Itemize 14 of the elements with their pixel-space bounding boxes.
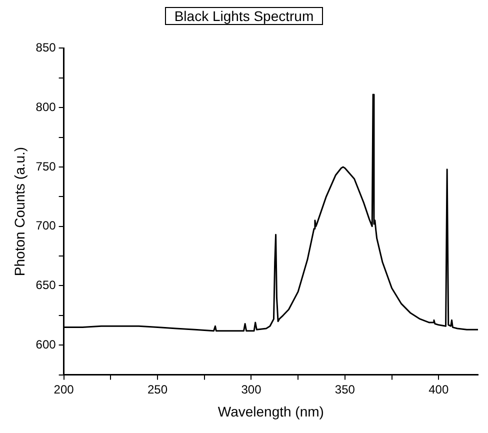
y-tick-label: 750 [36, 159, 56, 174]
y-tick-label: 850 [36, 40, 56, 55]
x-tick-label: 300 [241, 382, 262, 396]
x-axis-title: Wavelength (nm) [218, 403, 324, 420]
x-tick-label: 400 [428, 382, 449, 396]
x-tick-label: 250 [148, 382, 168, 396]
chart-title: Black Lights Spectrum [165, 7, 323, 25]
x-tick-label: 200 [54, 382, 74, 396]
y-tick-label: 700 [36, 218, 56, 233]
y-tick-label: 800 [36, 100, 56, 114]
y-tick-label: 600 [36, 337, 56, 352]
y-axis-title: Photon Counts (a.u.) [11, 146, 28, 276]
x-tick-label: 350 [334, 382, 356, 396]
y-tick-label: 650 [36, 278, 56, 292]
